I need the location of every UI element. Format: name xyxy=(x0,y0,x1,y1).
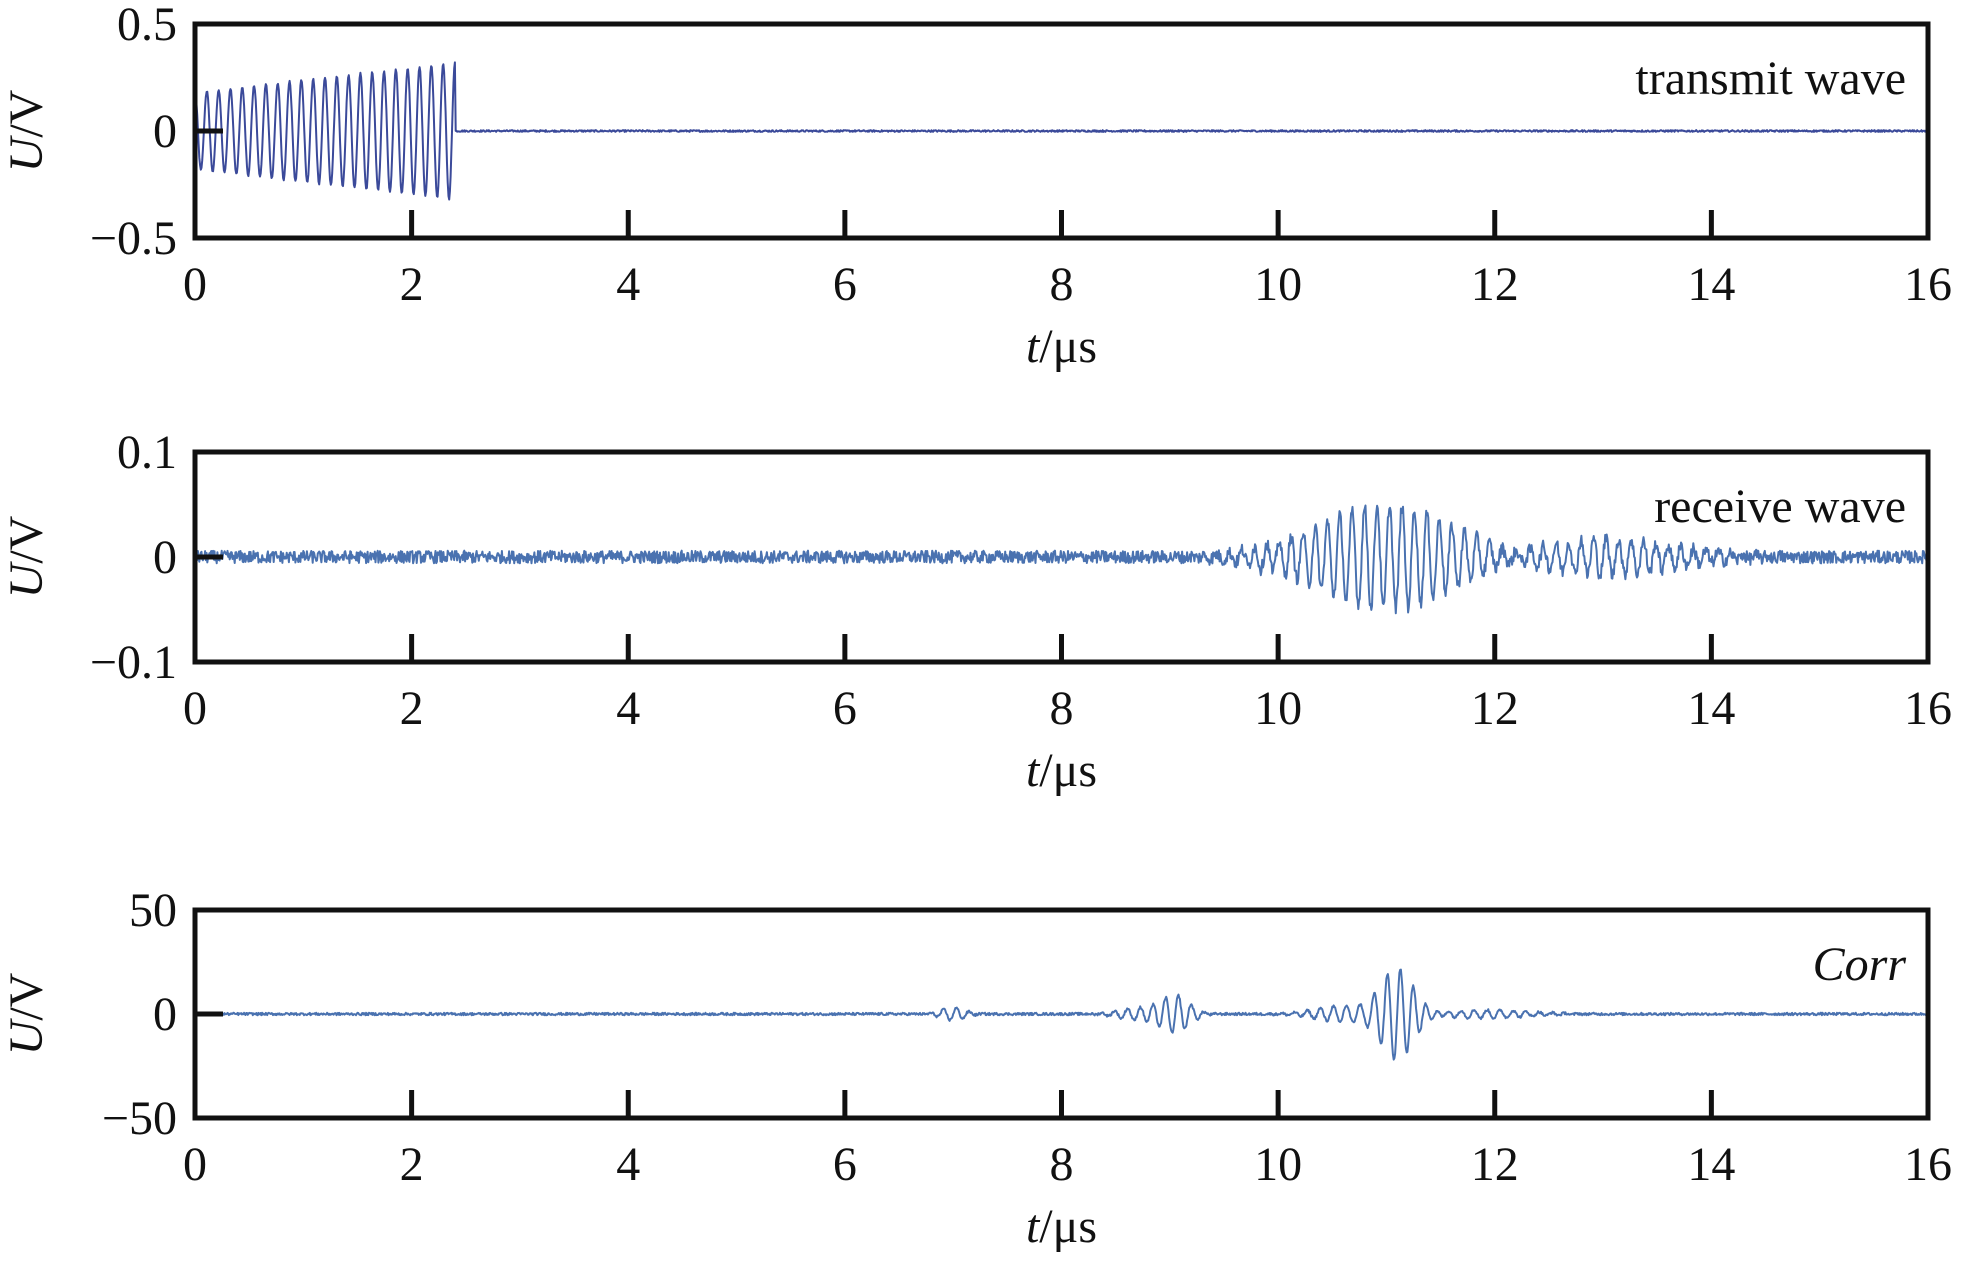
x-axis-label: t/μs xyxy=(1026,1200,1097,1253)
x-tick-label: 2 xyxy=(400,258,424,311)
x-tick-label: 14 xyxy=(1687,682,1735,735)
x-tick-label: 0 xyxy=(183,258,207,311)
x-tick-label: 8 xyxy=(1050,258,1074,311)
series-line xyxy=(194,61,1929,201)
y-tick-label: 0 xyxy=(153,531,177,584)
x-axis-label: t/μs xyxy=(1026,744,1097,797)
x-tick-label: 16 xyxy=(1904,682,1952,735)
x-tick-label: 16 xyxy=(1904,258,1952,311)
x-tick-label: 8 xyxy=(1050,682,1074,735)
x-tick-label: 10 xyxy=(1254,682,1302,735)
x-tick-label: 14 xyxy=(1687,1138,1735,1191)
x-tick-label: 2 xyxy=(400,682,424,735)
x-axis-label: t/μs xyxy=(1026,320,1097,373)
x-tick-label: 0 xyxy=(183,682,207,735)
panel-annotation: Corr xyxy=(1813,938,1907,991)
y-tick-label: 0 xyxy=(153,988,177,1041)
y-tick-label: −0.5 xyxy=(90,212,177,265)
x-tick-label: 12 xyxy=(1471,682,1519,735)
x-tick-label: 6 xyxy=(833,1138,857,1191)
y-tick-label: 0.1 xyxy=(117,426,177,479)
x-tick-label: 10 xyxy=(1254,1138,1302,1191)
x-tick-label: 16 xyxy=(1904,1138,1952,1191)
x-tick-label: 4 xyxy=(616,682,640,735)
x-tick-label: 14 xyxy=(1687,258,1735,311)
y-axis-label: U/V xyxy=(0,515,53,598)
y-tick-label: 0.5 xyxy=(117,0,177,51)
series-line xyxy=(194,504,1929,615)
x-tick-label: 4 xyxy=(616,1138,640,1191)
series-line xyxy=(194,968,1929,1061)
x-tick-label: 6 xyxy=(833,682,857,735)
y-tick-label: 0 xyxy=(153,105,177,158)
y-axis-label: U/V xyxy=(0,972,53,1055)
x-tick-label: 6 xyxy=(833,258,857,311)
panel-annotation: transmit wave xyxy=(1635,52,1906,105)
x-tick-label: 12 xyxy=(1471,258,1519,311)
y-axis-label: U/V xyxy=(0,89,53,172)
panel-annotation: receive wave xyxy=(1654,480,1906,533)
x-tick-label: 0 xyxy=(183,1138,207,1191)
x-tick-label: 2 xyxy=(400,1138,424,1191)
y-tick-label: −0.1 xyxy=(90,636,177,689)
x-tick-label: 12 xyxy=(1471,1138,1519,1191)
x-tick-label: 8 xyxy=(1050,1138,1074,1191)
x-tick-label: 10 xyxy=(1254,258,1302,311)
y-tick-label: 50 xyxy=(129,884,177,937)
y-tick-label: −50 xyxy=(102,1092,177,1145)
x-tick-label: 4 xyxy=(616,258,640,311)
